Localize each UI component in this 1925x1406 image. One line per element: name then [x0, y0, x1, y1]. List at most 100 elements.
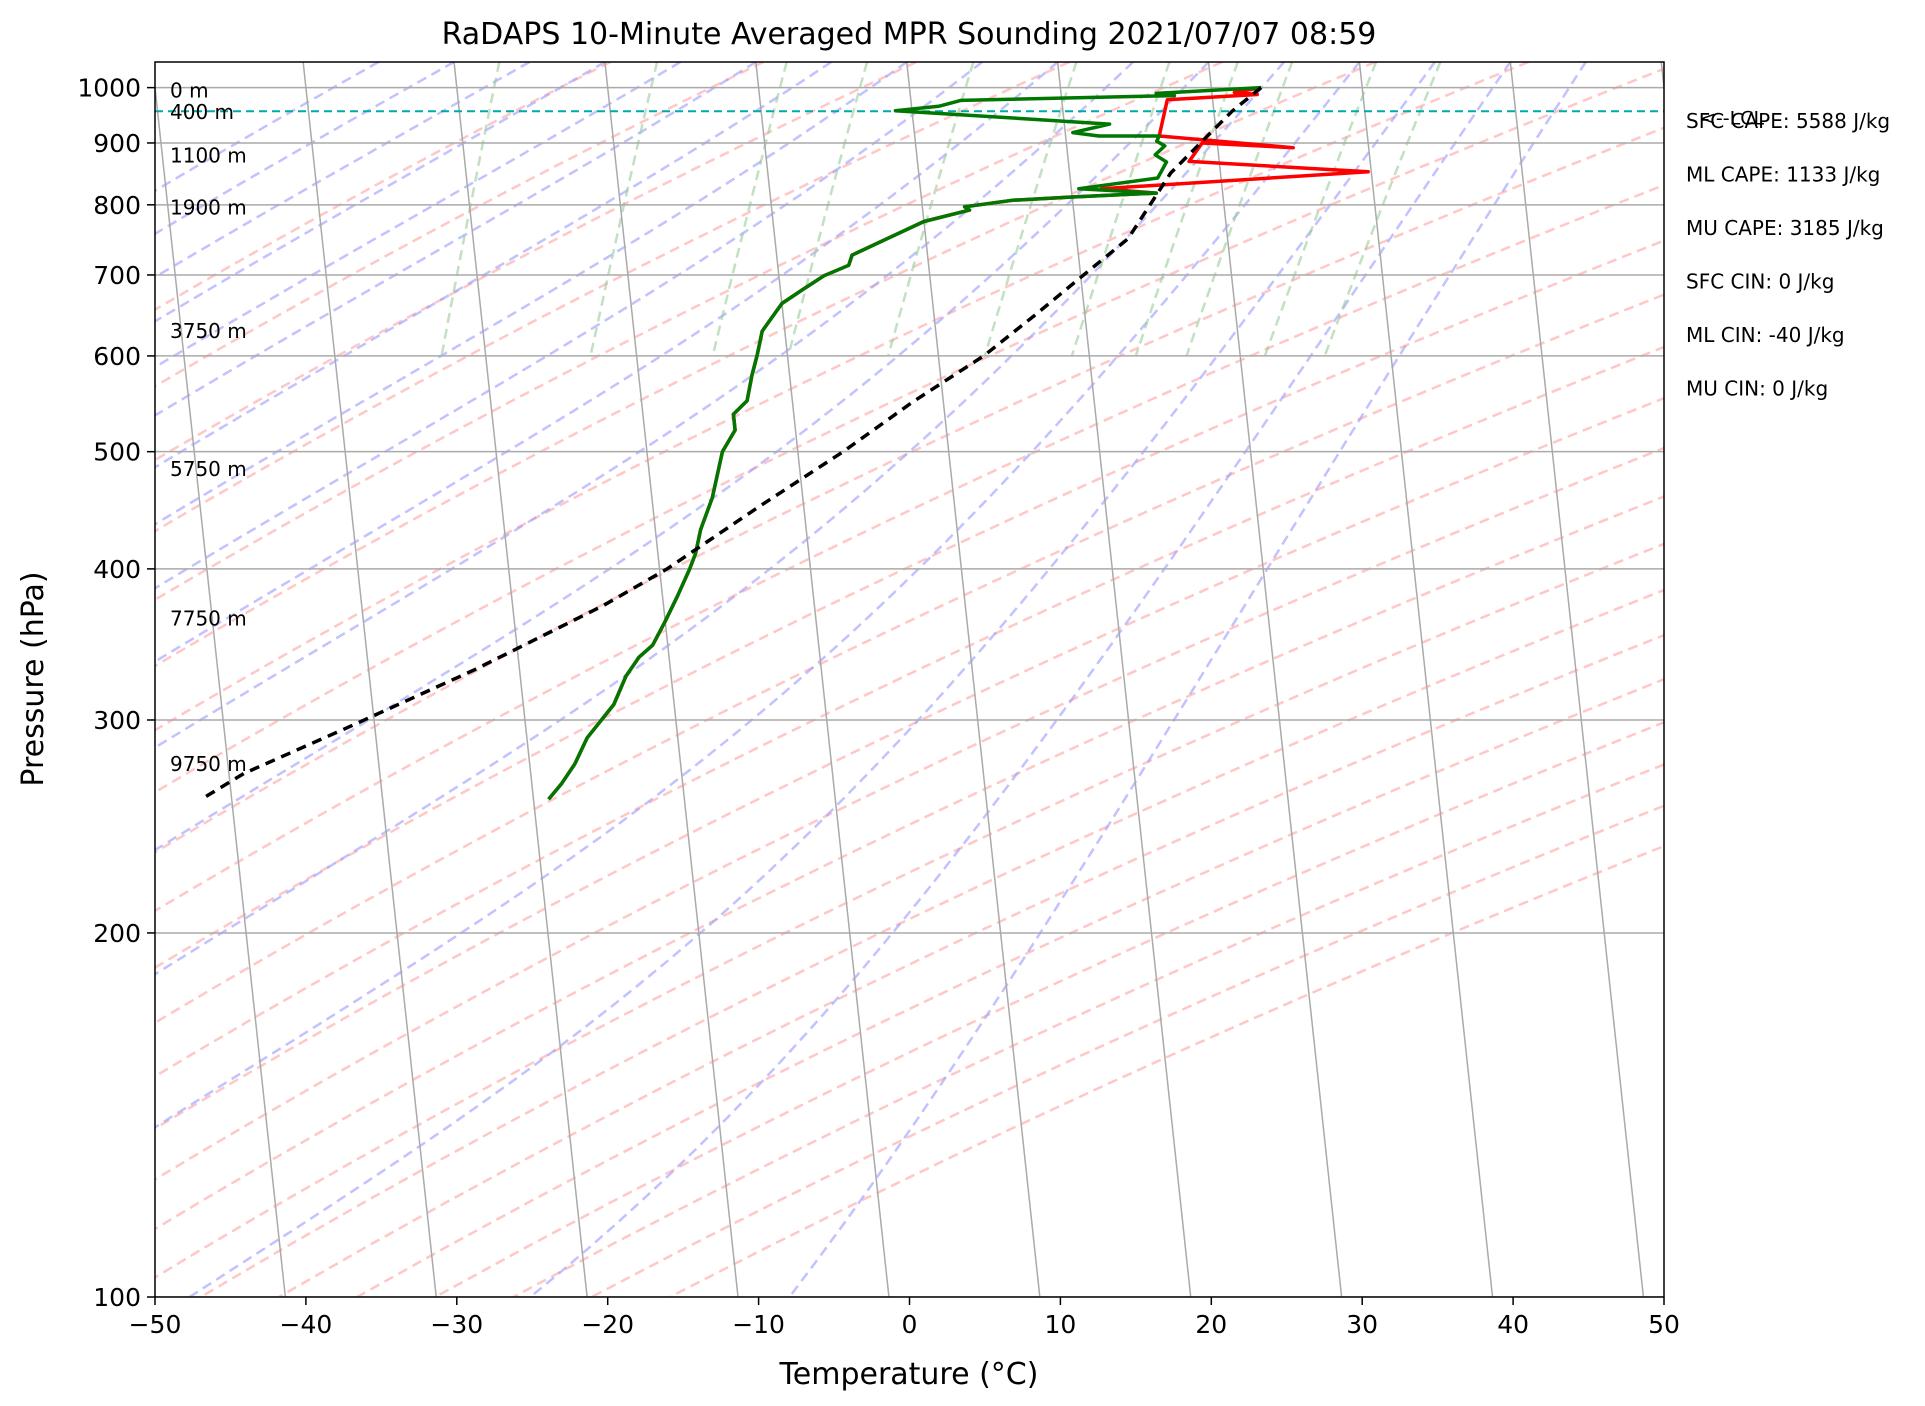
- dry-adiabat-line: [155, 183, 1664, 913]
- mixing-ratio-line: [1323, 62, 1442, 357]
- index-value: MU CIN: 0 J/kg: [1686, 377, 1828, 401]
- dry-adiabat-line: [155, 62, 1529, 732]
- background-lines: [155, 62, 1664, 1297]
- moist-adiabat-line: [155, 62, 908, 526]
- y-tick-label: 300: [93, 706, 141, 735]
- moist-adiabat-line: [155, 62, 1059, 664]
- x-tick-label: −10: [732, 1310, 785, 1339]
- height-label: 1100 m: [170, 143, 247, 167]
- dry-adiabat-line: [155, 239, 1664, 970]
- dry-adiabat-line: [512, 763, 1664, 1297]
- height-labels: 9750 m 7750 m 5750 m 3750 m 1900 m 1100 m 400 …: [170, 78, 247, 776]
- dry-adiabat-line: [434, 721, 1664, 1297]
- moist-adiabat-line: [155, 62, 455, 236]
- moist-adiabat-line: [155, 62, 983, 590]
- plot-frame: [154, 61, 1665, 1298]
- height-label: 0 m: [170, 78, 209, 102]
- index-value: ML CAPE: 1133 J/kg: [1686, 163, 1880, 187]
- moist-adiabat-line: [529, 62, 1512, 1297]
- dry-adiabat-line: [155, 542, 1664, 1279]
- y-tick-label: 400: [93, 555, 141, 584]
- y-tick-label: 200: [93, 919, 141, 948]
- isotherm-line: [905, 62, 1041, 1297]
- y-tick-label: 1000: [77, 74, 141, 103]
- dry-adiabat-line: [155, 293, 1664, 1025]
- isotherm-line: [453, 62, 588, 1297]
- height-label: 400 m: [170, 100, 234, 124]
- profile-lines: [200, 85, 1370, 801]
- y-tick-label: 500: [93, 438, 141, 467]
- dry-adiabat-line: [155, 126, 1664, 854]
- dry-adiabat-line: [155, 446, 1664, 1181]
- isotherm-line: [604, 62, 739, 1297]
- y-tick-label: 100: [93, 1283, 141, 1312]
- dry-adiabat-line: [155, 62, 917, 462]
- x-tick-label: 40: [1497, 1310, 1529, 1339]
- dry-adiabat-line: [155, 62, 1223, 602]
- dry-adiabat-line: [155, 345, 1664, 1078]
- isotherm-line: [1509, 62, 1645, 1297]
- dry-adiabat-line: [155, 62, 1070, 533]
- dry-adiabat-line: [155, 67, 1664, 794]
- moist-adiabat-line: [155, 62, 606, 323]
- isotherm-line: [302, 62, 437, 1297]
- index-value: MU CAPE: 3185 J/kg: [1686, 216, 1884, 240]
- y-tick-label: 600: [93, 342, 141, 371]
- mixing-ratio-line: [711, 62, 788, 357]
- dry-adiabat-line: [591, 804, 1664, 1297]
- moist-adiabat-line: [155, 62, 380, 193]
- y-axis: 100 200 300 400 500 600 700 800 900 1000: [77, 74, 155, 1312]
- x-axis-label: Temperature (°C): [779, 1357, 1039, 1392]
- isotherm-line: [1056, 62, 1192, 1297]
- temperature-line: [547, 85, 1370, 801]
- mixing-ratio-line: [1134, 62, 1239, 357]
- y-tick-label: 800: [93, 191, 141, 220]
- x-tick-label: 10: [1044, 1310, 1076, 1339]
- parcel-line: [200, 86, 1263, 801]
- isotherm-line: [155, 80, 287, 1297]
- height-label: 7750 m: [170, 606, 247, 630]
- y-axis-label: Pressure (hPa): [16, 571, 51, 786]
- dry-adiabat-line: [155, 62, 764, 388]
- x-tick-label: 20: [1195, 1310, 1227, 1339]
- lcl-label: <--LCL: [1700, 107, 1764, 129]
- moist-adiabat-line: [155, 62, 832, 469]
- moist-adiabat-line: [155, 62, 1134, 749]
- isotherm-line: [1358, 62, 1494, 1297]
- mixing-ratio-line: [787, 62, 869, 357]
- moist-adiabat-line: [155, 62, 682, 369]
- moist-adiabat-line: [155, 62, 757, 417]
- grid: [155, 62, 1664, 1297]
- mixing-ratio-line: [440, 62, 501, 357]
- moist-adiabat-line: [188, 62, 1436, 1297]
- dry-adiabat-line: [278, 633, 1664, 1297]
- mixing-ratio-line: [1263, 62, 1378, 357]
- x-tick-label: −20: [581, 1310, 634, 1339]
- mixing-ratio-line: [589, 62, 659, 357]
- chart-title: RaDAPS 10-Minute Averaged MPR Sounding 2…: [442, 17, 1377, 52]
- moist-adiabat-line: [155, 62, 1210, 852]
- height-label: 5750 m: [170, 457, 247, 481]
- y-tick-label: 900: [93, 129, 141, 158]
- dry-adiabat-line: [155, 62, 1376, 668]
- dry-adiabat-line: [356, 677, 1664, 1297]
- mixing-ratio-line: [983, 62, 1078, 357]
- moist-adiabat-line: [155, 62, 1285, 976]
- x-tick-label: 30: [1346, 1310, 1378, 1339]
- index-panel: SFC CAPE: 5588 J/kg ML CAPE: 1133 J/kg MU …: [1686, 109, 1890, 401]
- x-axis: −50 −40 −30 −20 −10 0 10 20 30 40 50: [129, 1297, 1680, 1339]
- x-tick-label: −40: [280, 1310, 333, 1339]
- mixing-ratio-line: [1185, 62, 1294, 357]
- x-tick-label: 0: [902, 1310, 918, 1339]
- index-value: ML CIN: -40 J/kg: [1686, 323, 1845, 347]
- y-tick-label: 700: [93, 261, 141, 290]
- x-tick-label: 50: [1648, 1310, 1680, 1339]
- x-tick-label: −30: [430, 1310, 483, 1339]
- index-value: SFC CIN: 0 J/kg: [1686, 270, 1834, 294]
- dry-adiabat-line: [155, 495, 1664, 1231]
- x-tick-label: −50: [129, 1310, 182, 1339]
- isotherm-line: [1207, 62, 1343, 1297]
- dry-adiabat-line: [155, 62, 611, 312]
- height-label: 9750 m: [170, 752, 247, 776]
